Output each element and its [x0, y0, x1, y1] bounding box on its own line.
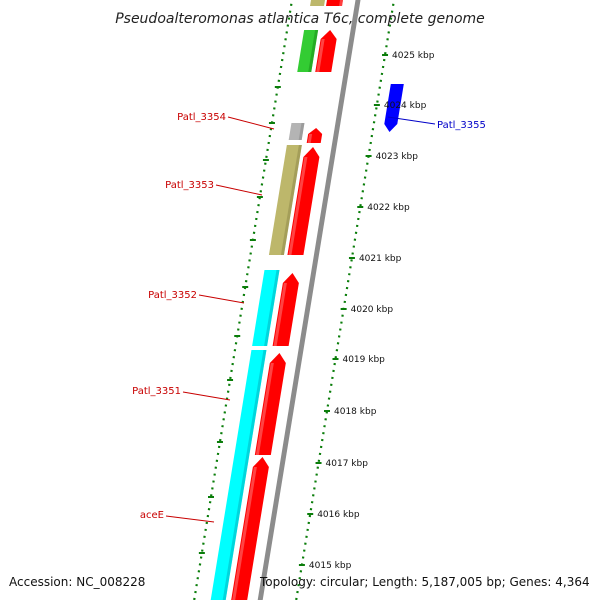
gene-bar-cyan	[234, 350, 267, 455]
gene-label: Patl_3355	[437, 120, 486, 131]
tick-label: 4020 kbp	[351, 305, 394, 315]
kbp-ruler: 4025 kbp 4024 kbp 4023 kbp 4022 kbp 4021 kbp…	[298, 51, 435, 571]
gene-bar-cyan	[252, 270, 280, 346]
feature-tracks	[193, 0, 404, 600]
tick-label: 4015 kbp	[309, 561, 352, 571]
gene-labels: Patl_3354 Patl_3353 Patl_3352 Patl_3351 aceE…	[132, 112, 486, 523]
gene-label: Patl_3354	[177, 112, 226, 123]
gene-label: aceE	[140, 510, 164, 521]
gene-label: Patl_3352	[148, 290, 197, 301]
tick-label: 4019 kbp	[342, 355, 385, 365]
tick-label: 4025 kbp	[392, 51, 435, 61]
topology-text: Topology: circular; Length: 5,187,005 bp…	[259, 575, 590, 589]
tick-label: 4016 kbp	[317, 510, 360, 520]
tick-label: 4024 kbp	[384, 101, 427, 111]
tick-label: 4017 kbp	[326, 459, 369, 469]
accession-text: Accession: NC_008228	[9, 575, 145, 589]
tick-label: 4023 kbp	[376, 152, 419, 162]
gene-label-leader	[387, 116, 436, 125]
gene-label-leader	[198, 294, 245, 304]
gene-label-leader	[182, 391, 231, 401]
gene-bar-cyan	[210, 455, 250, 600]
cds-arrow-reverse	[384, 84, 404, 132]
gene-bar-olive	[310, 0, 326, 6]
map-title: Pseudoalteromonas atlantica T6c, complet…	[115, 11, 485, 27]
cds-arrow	[326, 0, 344, 6]
backbone-line	[257, 0, 361, 600]
dotted-guide-left	[193, 0, 294, 600]
gene-label: Patl_3351	[132, 386, 181, 397]
tick-label: 4021 kbp	[359, 254, 402, 264]
gene-label: Patl_3353	[165, 180, 214, 191]
gene-label-leader	[215, 184, 263, 196]
gene-label-leader	[227, 116, 275, 130]
tick-label: 4022 kbp	[367, 203, 410, 213]
gene-label-leader	[165, 515, 215, 523]
tick-label: 4018 kbp	[334, 407, 377, 417]
gene-bar-olive	[268, 145, 302, 255]
